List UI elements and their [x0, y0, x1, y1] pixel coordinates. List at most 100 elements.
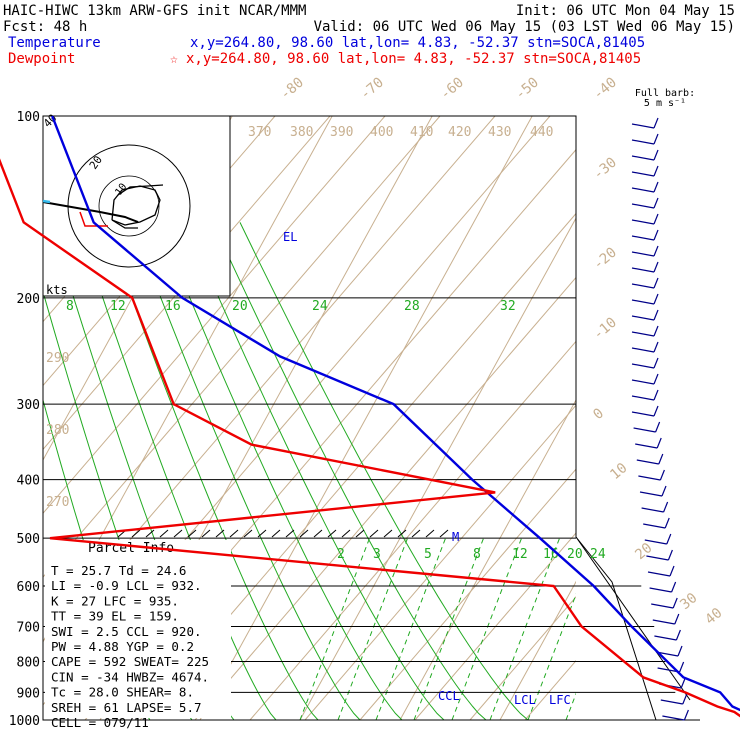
theta-label: 390 — [330, 125, 353, 140]
isotherm-label: -50 — [512, 75, 542, 104]
wind-barb-flag — [653, 197, 659, 209]
wind-barb-flag — [653, 117, 659, 129]
wind-barb — [631, 235, 655, 241]
hatch-mark — [285, 529, 295, 538]
hatch-mark — [411, 529, 421, 538]
hatch-mark — [369, 529, 379, 538]
theta-label: 290 — [46, 351, 69, 366]
wind-barb — [647, 571, 671, 577]
wind-barb-flag — [675, 629, 681, 641]
pressure-label: 600 — [17, 580, 40, 595]
wind-barb — [631, 299, 655, 305]
theta-label: 430 — [488, 125, 511, 140]
pressure-label: 800 — [17, 655, 40, 670]
wind-barb — [652, 619, 675, 625]
hodograph-red-segment — [79, 211, 108, 227]
parcel-row: CAPE = 592 SWEAT= 225 — [51, 654, 209, 669]
pressure-label: 500 — [17, 532, 40, 547]
isotherm-line — [299, 217, 576, 720]
mixing-ratio-label: 3 — [373, 547, 381, 562]
wind-barb-flag — [653, 133, 659, 145]
mixing-ratio-line — [451, 536, 523, 720]
wind-barb-flag — [653, 261, 659, 273]
dry-adiabat-line — [635, 116, 740, 720]
hatch-mark — [215, 529, 225, 538]
barb-legend-units: 5 m s⁻¹ — [644, 98, 686, 109]
theta-label: 410 — [410, 125, 433, 140]
dewpoint-profile — [0, 158, 740, 718]
wind-barb-flag — [669, 565, 675, 577]
hodograph-trace-hook — [111, 219, 138, 229]
moist-adiabat-line — [104, 222, 319, 720]
moist-adiabat-line — [185, 222, 445, 720]
wind-barb — [631, 395, 655, 401]
isotherm-label: -80 — [277, 75, 307, 104]
temperature-legend: Temperature — [8, 35, 101, 51]
wind-barb — [662, 715, 685, 721]
wind-barb — [631, 155, 655, 161]
hatch-mark — [201, 529, 211, 538]
dry-adiabat-line — [469, 596, 576, 720]
wind-barbs — [631, 117, 689, 721]
dry-adiabat-line — [43, 116, 441, 578]
wind-barb — [631, 411, 655, 417]
hatch-mark — [299, 529, 309, 538]
hodograph-trace-top — [117, 184, 164, 196]
hatch-mark — [355, 529, 365, 538]
lfc-label: LFC — [549, 693, 571, 707]
theta-label: 270 — [46, 495, 69, 510]
ccl-label: CCL — [438, 689, 460, 703]
wind-barb — [651, 603, 674, 609]
dewpoint-star-icon: ☆ — [170, 52, 178, 67]
moist-adiabat-line — [212, 222, 487, 720]
wind-barb — [660, 699, 683, 705]
mixing-ratio-label: 12 — [110, 299, 126, 314]
theta-label: 380 — [290, 125, 313, 140]
hatch-mark — [327, 529, 337, 538]
isotherm-label: 0 — [590, 405, 607, 423]
wind-barb-flag — [672, 597, 678, 609]
frame-diagonal — [575, 536, 691, 701]
hatch-mark — [229, 529, 239, 538]
wind-barb — [631, 347, 655, 353]
wind-barb-flag — [656, 437, 662, 449]
wind-barb — [643, 523, 666, 529]
isotherm-label: -10 — [590, 315, 620, 344]
dry-adiabat-line — [414, 532, 576, 720]
mixing-ratio-line — [489, 536, 561, 720]
dry-adiabat-line — [43, 116, 386, 515]
isotherm-label: -60 — [437, 75, 467, 104]
hatch-mark — [131, 529, 141, 538]
wind-barb-flag — [653, 357, 659, 369]
isotherm-line — [600, 116, 740, 720]
parcel-row: SWI = 2.5 CCL = 920. — [51, 624, 202, 639]
parcel-row: CELL = 079/11 — [51, 715, 149, 730]
isotherm-line — [399, 398, 576, 720]
hatch-mark — [341, 529, 351, 538]
header-valid: Valid: 06 UTC Wed 06 May 15 (03 LST Wed … — [314, 19, 735, 35]
wind-barb-flag — [682, 693, 688, 705]
mixing-ratio-label: 5 — [424, 547, 432, 562]
parcel-row: PW = 4.88 YGP = 0.2 — [51, 639, 194, 654]
hatch-mark — [425, 529, 435, 538]
wind-barb — [639, 491, 663, 497]
pressure-label: 1000 — [9, 714, 40, 729]
hatch-mark — [187, 529, 197, 538]
hatch-mark — [243, 529, 253, 538]
wind-barb-flag — [653, 325, 659, 337]
mixing-ratio-label: 12 — [512, 547, 528, 562]
hatch-mark — [383, 529, 393, 538]
isotherm-line — [499, 580, 576, 720]
temperature-info: x,y=264.80, 98.60 lat,lon= 4.83, -52.37 … — [190, 35, 645, 51]
hatch-mark — [173, 529, 183, 538]
wind-barb-flag — [653, 165, 659, 177]
hatch-mark — [313, 529, 323, 538]
wind-barb-flag — [653, 309, 659, 321]
sounding-profiles — [0, 115, 740, 718]
wind-barb — [631, 187, 655, 193]
wind-barb-flag — [677, 645, 683, 657]
parcel-rows: T = 25.7 Td = 24.6LI = -0.9 LCL = 932.K … — [51, 563, 209, 730]
wind-barb — [631, 139, 655, 145]
moist-adiabat-line — [131, 222, 361, 720]
